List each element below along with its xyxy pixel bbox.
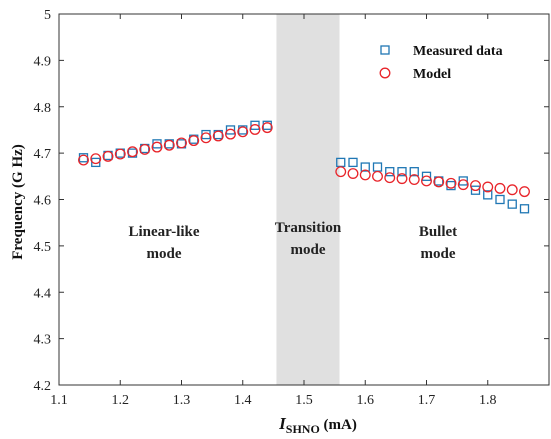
- model-data-point: [494, 182, 506, 194]
- measured-data-point: [495, 194, 505, 205]
- model-data-point: [90, 153, 102, 165]
- model-data-point: [212, 130, 224, 142]
- y-tick-label: 4.6: [34, 194, 52, 209]
- transition-region-shading: [276, 14, 340, 385]
- model-data-point: [139, 143, 151, 155]
- measured-data-point: [470, 185, 481, 195]
- x-axis-label: ISHNO (mA): [278, 414, 357, 436]
- x-tick-label: 1.5: [295, 393, 313, 408]
- measured-data-point: [250, 120, 260, 130]
- x-axis-label-symbol: I: [278, 414, 287, 433]
- region-label: Linear-like mode: [128, 224, 199, 262]
- y-tick-label: 4.8: [34, 101, 52, 116]
- y-tick-label: 4.3: [34, 333, 52, 348]
- region-label: Bullet mode: [419, 224, 457, 262]
- model-data-point: [163, 139, 175, 151]
- measured-data-point: [91, 157, 101, 168]
- legend-entry-label: Model: [413, 67, 451, 82]
- model-data-point: [506, 184, 518, 196]
- model-data-point: [433, 176, 445, 188]
- model-data-point: [396, 173, 408, 185]
- x-tick-label: 1.4: [234, 393, 252, 408]
- y-tick-label: 4.4: [34, 286, 52, 301]
- model-data-point: [347, 168, 359, 179]
- model-data-point: [225, 128, 236, 140]
- x-tick-label: 1.7: [418, 393, 436, 408]
- measured-data-point: [458, 176, 468, 186]
- model-data-point: [482, 181, 494, 193]
- y-tick-label: 5: [44, 8, 51, 23]
- y-tick-label: 4.7: [34, 147, 52, 162]
- model-data-point: [384, 172, 396, 184]
- model-data-point: [457, 179, 469, 191]
- axis-ticks: 1.1 1.2 1.3 1.4 1.5 1.6 1.7 1.8 4.2 4.3 4.4 4.5 4.6 4…: [34, 8, 549, 408]
- data-markers: [78, 120, 530, 214]
- model-data-point: [102, 150, 114, 162]
- measured-data-point: [421, 171, 432, 181]
- legend: Measured data Model: [379, 44, 503, 82]
- x-tick-label: 1.8: [479, 393, 497, 408]
- model-data-point: [445, 177, 457, 189]
- legend-circle-marker: [379, 67, 391, 79]
- y-tick-label: 4.2: [34, 379, 52, 394]
- legend-square-marker: [380, 45, 390, 55]
- model-data-point: [127, 146, 138, 158]
- x-axis-label-unit: (mA): [320, 417, 357, 433]
- model-data-point: [335, 166, 347, 178]
- model-data-point: [519, 186, 530, 198]
- legend-entry-label: Measured data: [413, 44, 503, 59]
- model-data-point: [261, 122, 273, 134]
- model-data-point: [408, 174, 420, 186]
- measured-data-point: [483, 190, 493, 200]
- model-data-point: [359, 169, 371, 181]
- x-axis-label-subscript: SHNO: [286, 422, 320, 436]
- measured-data-point: [519, 204, 530, 214]
- x-tick-label: 1.6: [357, 393, 375, 408]
- model-data-point: [151, 141, 163, 153]
- region-labels: Linear-like mode Transition mode Bullet mode: [128, 220, 457, 262]
- measured-data-point: [507, 199, 517, 209]
- model-data-point: [200, 132, 212, 144]
- measured-data-point: [360, 162, 370, 172]
- model-data-point: [372, 170, 383, 182]
- x-tick-label: 1.3: [173, 393, 191, 408]
- y-tick-label: 4.5: [34, 240, 52, 255]
- model-data-point: [421, 175, 432, 187]
- y-axis-label: Frequency (G Hz): [10, 144, 26, 260]
- x-tick-label: 1.1: [50, 393, 68, 408]
- model-data-point: [188, 135, 200, 147]
- model-data-point: [114, 148, 126, 160]
- model-data-point: [176, 137, 187, 149]
- measured-data-point: [225, 125, 236, 135]
- y-tick-label: 4.9: [34, 54, 52, 69]
- model-data-point: [237, 126, 249, 138]
- measured-data-point: [397, 167, 407, 177]
- region-label: Transition mode: [275, 220, 342, 258]
- measured-data-point: [409, 167, 419, 177]
- measured-data-point: [385, 167, 395, 177]
- x-tick-label: 1.2: [112, 393, 130, 408]
- model-data-point: [470, 180, 481, 192]
- measured-data-point: [372, 162, 383, 172]
- measured-data-point: [348, 157, 358, 168]
- model-data-point: [78, 154, 89, 166]
- model-data-point: [249, 124, 261, 135]
